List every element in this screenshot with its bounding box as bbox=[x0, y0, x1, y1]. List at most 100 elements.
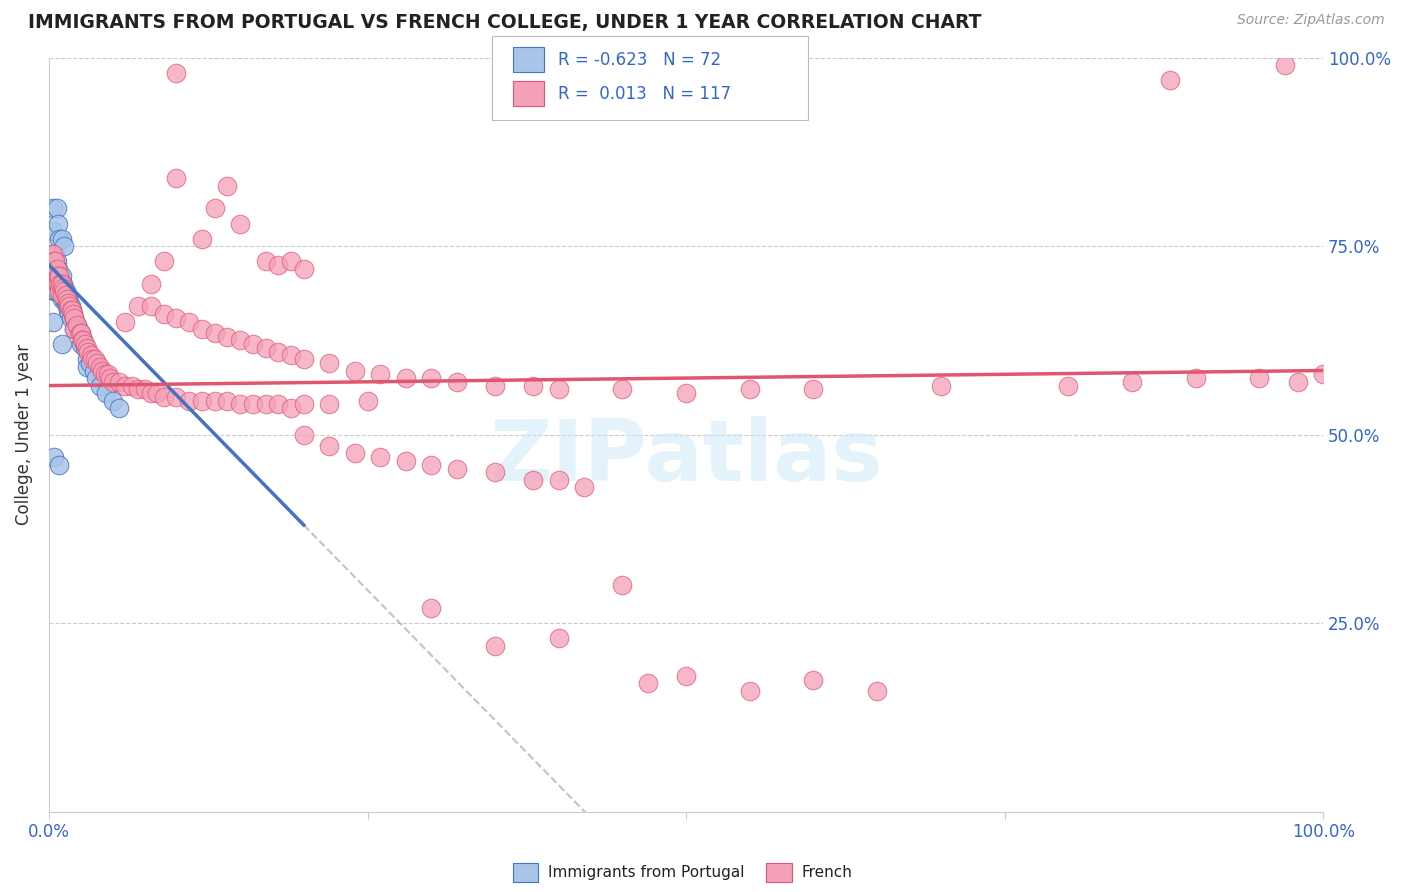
Point bbox=[42, 246, 65, 260]
Point bbox=[267, 344, 290, 359]
Point bbox=[484, 465, 506, 479]
Point bbox=[48, 231, 70, 245]
Y-axis label: College, Under 1 year: College, Under 1 year bbox=[15, 344, 32, 525]
Point bbox=[97, 368, 120, 382]
Text: R =  0.013   N = 117: R = 0.013 N = 117 bbox=[558, 85, 731, 103]
Point bbox=[66, 318, 89, 333]
Point bbox=[139, 300, 162, 314]
Point bbox=[1286, 375, 1309, 389]
Point bbox=[60, 303, 83, 318]
Point bbox=[42, 254, 65, 268]
Point bbox=[42, 261, 65, 276]
Point bbox=[56, 288, 79, 302]
Point bbox=[59, 300, 82, 314]
Point bbox=[39, 261, 62, 276]
Point bbox=[80, 348, 103, 362]
Point bbox=[547, 383, 569, 397]
Point bbox=[86, 356, 108, 370]
Point bbox=[62, 307, 84, 321]
Point bbox=[46, 261, 69, 276]
Point bbox=[318, 397, 340, 411]
Point bbox=[929, 378, 952, 392]
Point bbox=[49, 269, 72, 284]
Point bbox=[41, 246, 63, 260]
Point bbox=[191, 231, 214, 245]
Point bbox=[446, 375, 468, 389]
Point bbox=[52, 280, 75, 294]
Text: R = -0.623   N = 72: R = -0.623 N = 72 bbox=[558, 51, 721, 69]
Point bbox=[1274, 58, 1296, 72]
Point bbox=[114, 314, 136, 328]
Point bbox=[229, 217, 252, 231]
Point bbox=[39, 277, 62, 291]
Point bbox=[522, 473, 544, 487]
Point bbox=[1057, 378, 1080, 392]
Point bbox=[738, 383, 761, 397]
Point bbox=[58, 295, 80, 310]
Text: Source: ZipAtlas.com: Source: ZipAtlas.com bbox=[1237, 13, 1385, 28]
Point bbox=[91, 363, 114, 377]
Point bbox=[121, 378, 143, 392]
Point bbox=[44, 261, 66, 276]
Point bbox=[292, 352, 315, 367]
Point bbox=[94, 368, 117, 382]
Point bbox=[44, 269, 66, 284]
Point bbox=[56, 292, 79, 306]
Point bbox=[108, 375, 131, 389]
Point bbox=[73, 341, 96, 355]
Point bbox=[59, 303, 82, 318]
Point bbox=[55, 288, 77, 302]
Point bbox=[738, 73, 761, 87]
Point bbox=[179, 314, 201, 328]
Point bbox=[70, 334, 93, 348]
Point bbox=[51, 337, 73, 351]
Point bbox=[254, 341, 277, 355]
Point bbox=[152, 254, 174, 268]
Text: French: French bbox=[801, 865, 852, 880]
Point bbox=[547, 631, 569, 645]
Point bbox=[53, 239, 76, 253]
Point bbox=[49, 280, 72, 294]
Point bbox=[72, 334, 94, 348]
Point bbox=[46, 277, 69, 291]
Point bbox=[446, 461, 468, 475]
Point bbox=[165, 310, 187, 325]
Point bbox=[55, 285, 77, 299]
Point bbox=[42, 224, 65, 238]
Point bbox=[204, 393, 226, 408]
Point bbox=[395, 371, 418, 385]
Point bbox=[44, 285, 66, 299]
Point bbox=[39, 261, 62, 276]
Point bbox=[67, 322, 90, 336]
Point bbox=[280, 254, 302, 268]
Point bbox=[89, 378, 111, 392]
Point bbox=[165, 171, 187, 186]
Point bbox=[59, 310, 82, 325]
Point bbox=[63, 310, 86, 325]
Point bbox=[343, 363, 366, 377]
Point bbox=[612, 383, 634, 397]
Point bbox=[42, 261, 65, 276]
Point bbox=[69, 326, 91, 340]
Point bbox=[108, 401, 131, 416]
Point bbox=[292, 397, 315, 411]
Point bbox=[191, 322, 214, 336]
Point bbox=[42, 202, 65, 216]
Point bbox=[79, 356, 101, 370]
Point bbox=[76, 359, 98, 374]
Point bbox=[51, 288, 73, 302]
Point bbox=[420, 371, 443, 385]
Point bbox=[267, 397, 290, 411]
Point bbox=[49, 277, 72, 291]
Point bbox=[1159, 73, 1181, 87]
Point bbox=[52, 288, 75, 302]
Point bbox=[254, 397, 277, 411]
Point bbox=[217, 329, 239, 343]
Point bbox=[73, 337, 96, 351]
Point bbox=[76, 352, 98, 367]
Point bbox=[56, 292, 79, 306]
Point bbox=[1184, 371, 1206, 385]
Point bbox=[89, 359, 111, 374]
Point bbox=[318, 356, 340, 370]
Point bbox=[58, 307, 80, 321]
